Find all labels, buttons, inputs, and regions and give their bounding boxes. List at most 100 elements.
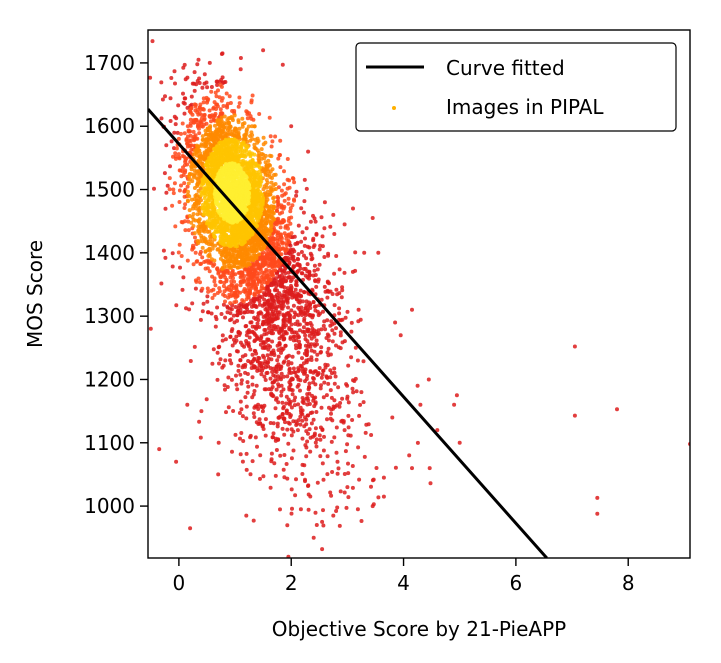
scatter-point [285, 427, 290, 432]
scatter-point [194, 82, 199, 87]
scatter-point [252, 415, 257, 419]
scatter-point [220, 333, 225, 338]
scatter-point [303, 415, 307, 420]
scatter-point [207, 246, 212, 251]
scatter-point [271, 421, 276, 426]
scatter-point [310, 393, 315, 398]
scatter-point [313, 219, 318, 224]
scatter-point [264, 251, 269, 256]
scatter-point [259, 404, 264, 409]
scatter-point [246, 328, 251, 333]
scatter-point [271, 348, 276, 353]
scatter-point [169, 76, 174, 80]
scatter-point [301, 361, 306, 366]
scatter-point [227, 128, 232, 133]
scatter-point [337, 267, 342, 272]
scatter-point [234, 382, 239, 387]
scatter-point [213, 283, 218, 288]
scatter-point [244, 416, 249, 421]
scatter-point [184, 9, 188, 13]
scatter-point [188, 133, 193, 138]
scatter-point [289, 427, 294, 432]
scatter-point [234, 283, 239, 288]
scatter-point [318, 350, 323, 355]
scatter-point [239, 407, 244, 412]
scatter-point [185, 402, 190, 407]
scatter-point [227, 292, 232, 297]
scatter-point [221, 302, 226, 307]
scatter-point [189, 143, 194, 148]
scatter-point [236, 120, 241, 125]
scatter-point [231, 313, 236, 318]
scatter-point [306, 149, 311, 154]
scatter-point [292, 403, 297, 408]
scatter-point [356, 445, 361, 450]
scatter-point [206, 202, 211, 207]
scatter-point [164, 143, 169, 148]
scatter-point [286, 397, 291, 402]
scatter-point [344, 505, 349, 510]
scatter-point [262, 291, 266, 296]
scatter-point [302, 243, 307, 248]
scatter-point [295, 256, 300, 261]
scatter-point [191, 212, 196, 216]
scatter-point [193, 235, 197, 240]
scatter-point [334, 343, 338, 348]
scatter-point [300, 299, 305, 304]
scatter-point [274, 283, 279, 288]
scatter-point [164, 190, 169, 195]
scatter-point [296, 382, 301, 387]
scatter-point [240, 414, 245, 419]
scatter-point [291, 448, 296, 453]
scatter-point [181, 65, 186, 70]
scatter-point [213, 324, 218, 329]
scatter-point [250, 93, 255, 98]
scatter-point [273, 378, 278, 383]
scatter-point [275, 199, 280, 204]
scatter-point [285, 374, 290, 379]
scatter-point [270, 139, 275, 144]
scatter-point [328, 416, 333, 421]
scatter-point [304, 429, 309, 434]
scatter-point [267, 232, 272, 237]
scatter-point [213, 123, 217, 128]
scatter-point [200, 309, 205, 314]
scatter-point [179, 183, 183, 188]
scatter-point [415, 440, 420, 445]
scatter-point [278, 453, 283, 458]
scatter-point [157, 447, 162, 452]
scatter-point [248, 347, 253, 352]
scatter-point [340, 340, 345, 345]
scatter-point [304, 454, 309, 459]
scatter-point [287, 366, 292, 371]
scatter-point [252, 315, 257, 320]
scatter-point [317, 262, 322, 267]
scatter-point [282, 169, 286, 174]
scatter-point [201, 107, 206, 112]
scatter-point [311, 376, 315, 380]
scatter-point [309, 421, 314, 426]
scatter-point [296, 350, 301, 355]
scatter-point [287, 325, 292, 330]
scatter-point [332, 435, 337, 440]
scatter-point [205, 266, 210, 271]
scatter-point [177, 242, 182, 247]
scatter-point [211, 347, 216, 352]
scatter-point [269, 451, 274, 456]
scatter-point [285, 157, 290, 161]
scatter-point [185, 198, 190, 203]
scatter-point [185, 105, 190, 110]
scatter-point [247, 335, 252, 340]
scatter-point [219, 115, 224, 120]
scatter-point [199, 261, 203, 266]
scatter-point [261, 135, 266, 140]
scatter-point [228, 301, 233, 306]
scatter-point [223, 337, 228, 342]
scatter-point [286, 441, 291, 446]
scatter-point [210, 296, 215, 300]
scatter-point [301, 267, 306, 271]
scatter-point [281, 404, 286, 409]
scatter-point [293, 343, 298, 348]
scatter-point [289, 433, 294, 438]
scatter-point [328, 224, 333, 229]
